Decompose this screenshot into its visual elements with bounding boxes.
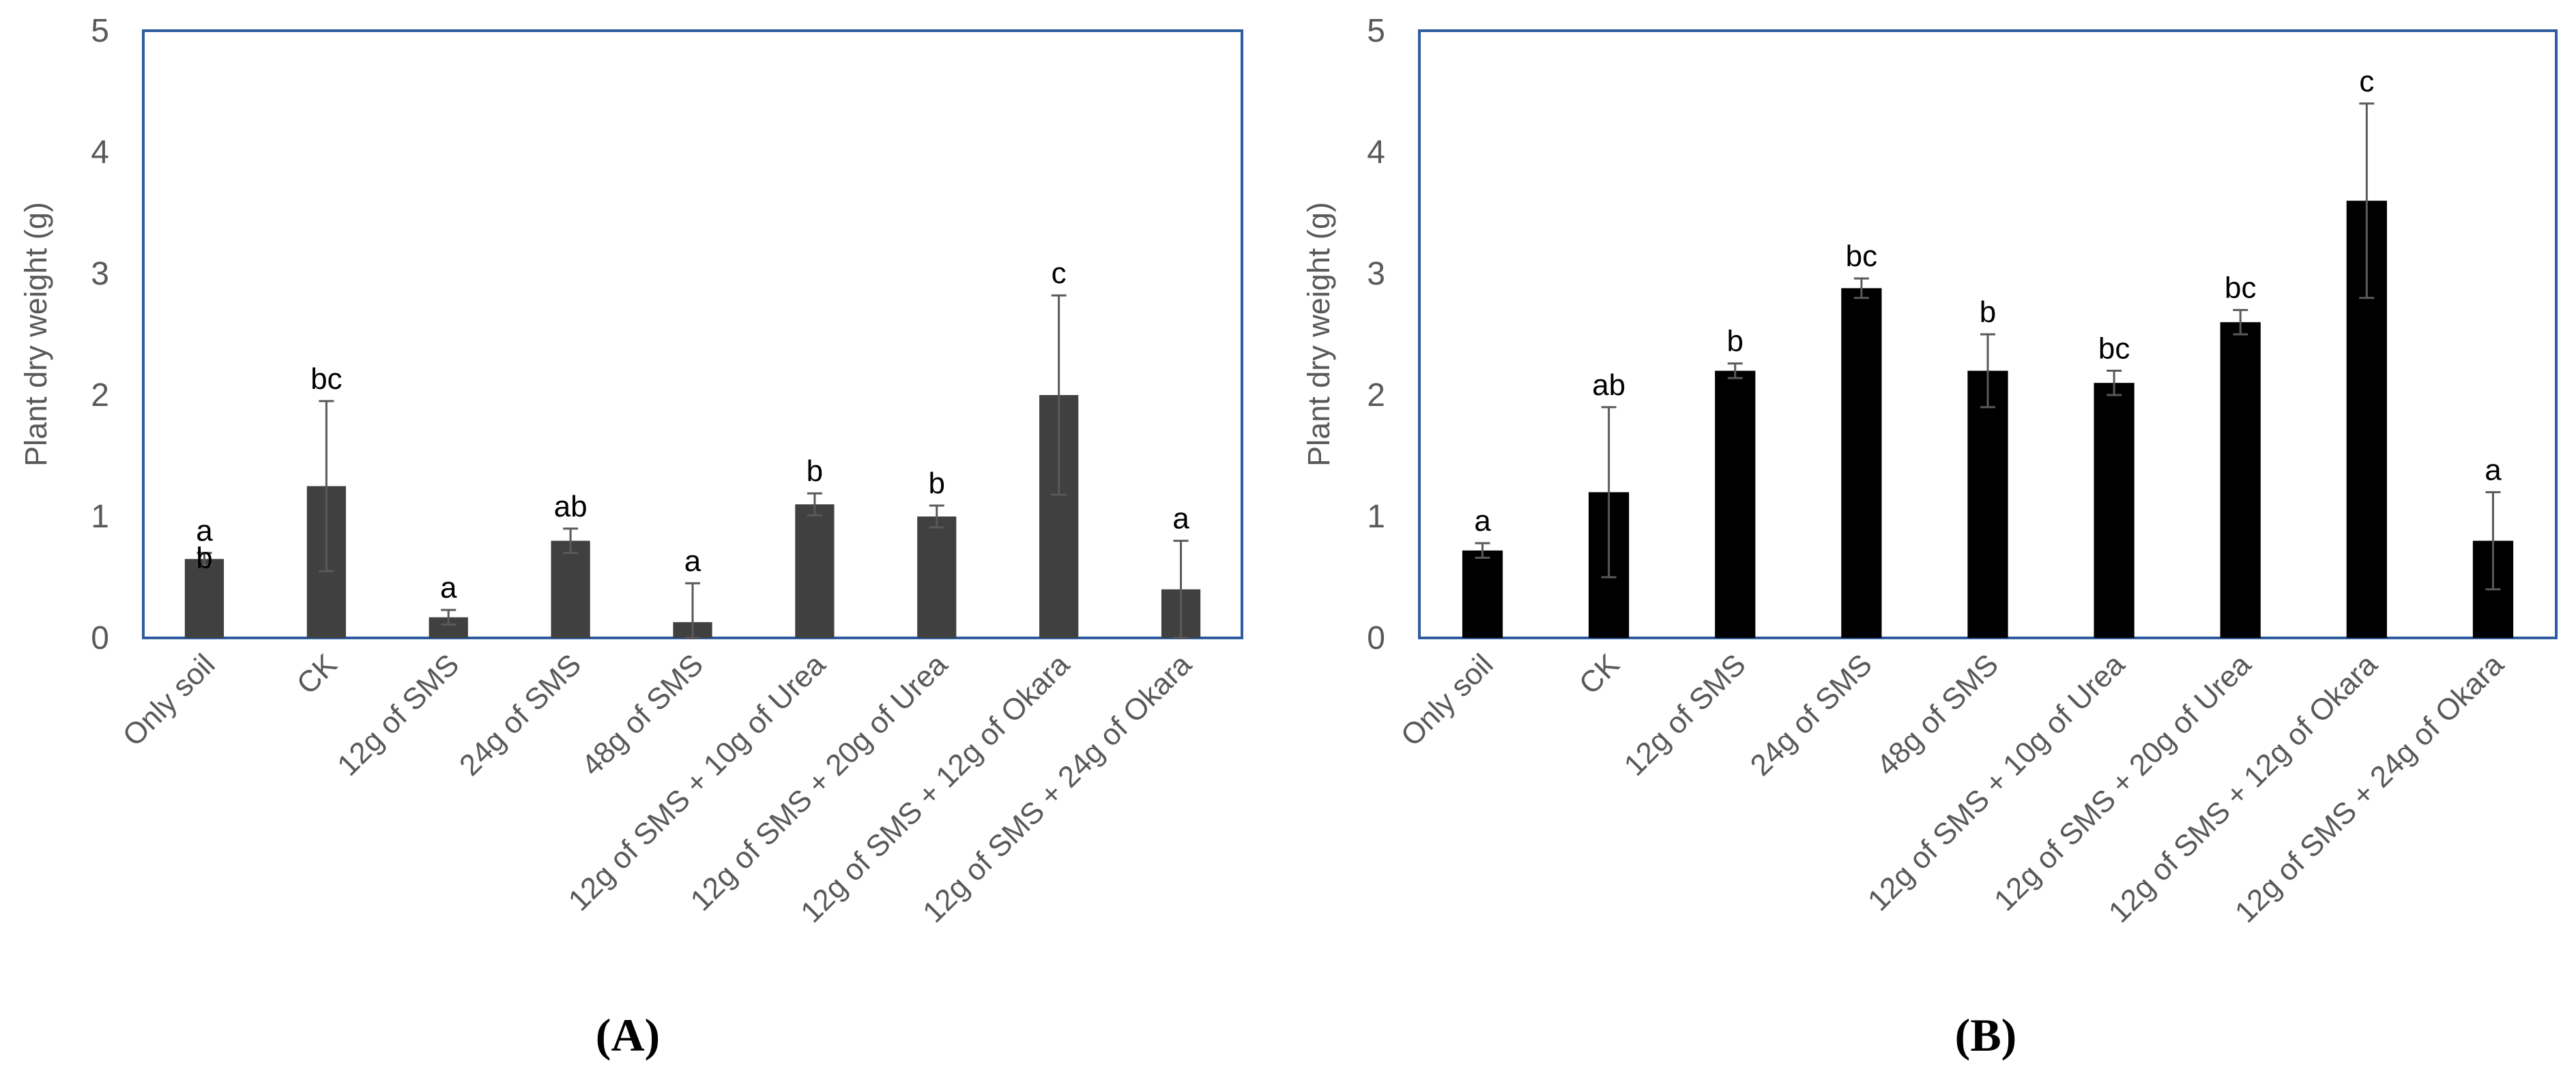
significance-letter: b (1727, 325, 1743, 358)
y-tick-label: 2 (1367, 377, 1385, 413)
y-tick-label: 0 (1367, 620, 1385, 656)
y-tick-label: 4 (91, 134, 109, 171)
significance-letter: bc (2225, 271, 2256, 304)
x-tick-label: 24g of SMS (1744, 647, 1879, 782)
significance-letter: a (440, 571, 457, 604)
y-tick-label: 5 (1367, 13, 1385, 49)
x-tick-label: CK (1573, 647, 1626, 701)
x-tick-label: 12g of SMS + 12g of Okara (2102, 647, 2384, 929)
y-tick-label: 4 (1367, 134, 1385, 171)
significance-letter: bc (2098, 332, 2130, 365)
bar (1715, 370, 1756, 638)
x-tick-label: 12g of SMS + 20g of Urea (684, 647, 955, 918)
x-tick-label: CK (291, 647, 344, 701)
significance-letter: ab (554, 490, 588, 523)
significance-letter: b (1980, 295, 1996, 329)
x-tick-label: 12g of SMS (1618, 647, 1752, 782)
significance-letter: a (196, 514, 213, 547)
x-tick-label: 12g of SMS + 24g of Okara (2229, 647, 2510, 929)
significance-letter: c (2359, 65, 2374, 98)
y-tick-label: 2 (91, 377, 109, 413)
bar (2220, 322, 2261, 638)
panel-label: (B) (1955, 1009, 2017, 1061)
bar (1841, 288, 1882, 638)
significance-letter: bc (1846, 239, 1877, 273)
x-tick-label: 48g of SMS (1870, 647, 2005, 782)
y-tick-label: 3 (91, 256, 109, 292)
x-tick-label: 12g of SMS + 10g of Urea (562, 647, 833, 918)
x-tick-label: 12g of SMS + 10g of Urea (1862, 647, 2132, 918)
y-axis-label: Plant dry weight (g) (1301, 202, 1336, 467)
x-tick-label: 12g of SMS (331, 647, 465, 782)
bar (1462, 550, 1503, 638)
bar (1967, 370, 2008, 638)
x-tick-label: Only soil (1395, 647, 1500, 753)
bar (184, 559, 225, 638)
y-tick-label: 1 (1367, 499, 1385, 535)
bar (917, 516, 957, 638)
y-tick-label: 3 (1367, 256, 1385, 292)
y-tick-label: 5 (91, 13, 109, 49)
x-tick-label: 48g of SMS (575, 647, 710, 782)
significance-letter: b (929, 467, 945, 500)
bar (551, 540, 590, 638)
bar (2094, 383, 2134, 638)
significance-letter: a (684, 544, 701, 578)
bar (795, 504, 835, 638)
y-axis-label: Plant dry weight (g) (18, 202, 53, 467)
y-tick-label: 0 (91, 620, 109, 656)
significance-letter: a (1172, 502, 1189, 536)
x-tick-label: 24g of SMS (453, 647, 588, 782)
significance-letter: a (2485, 453, 2502, 486)
y-tick-label: 1 (91, 499, 109, 535)
x-tick-label: Only soil (117, 647, 222, 753)
significance-letter: ab (1592, 368, 1625, 402)
significance-letter: c (1052, 257, 1067, 290)
panel-label: (A) (596, 1009, 660, 1061)
significance-letter: b (196, 541, 212, 574)
significance-letter: b (807, 454, 823, 488)
significance-letter: a (1474, 504, 1491, 538)
x-tick-label: 12g of SMS + 20g of Urea (1988, 647, 2258, 918)
significance-letter: bc (310, 362, 342, 396)
